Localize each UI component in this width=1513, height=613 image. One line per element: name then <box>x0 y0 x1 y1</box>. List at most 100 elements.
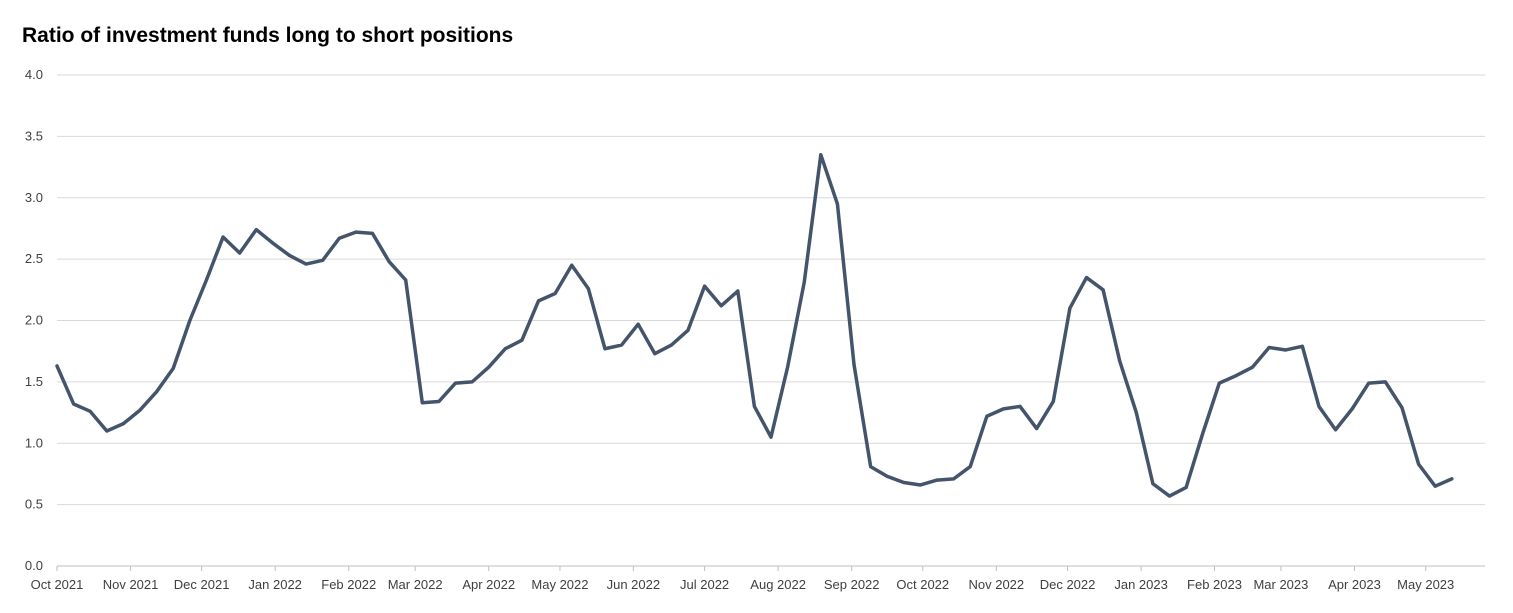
data-point <box>1184 485 1188 489</box>
y-tick-label: 0.0 <box>25 558 43 573</box>
x-tick-label: Dec 2021 <box>174 577 230 592</box>
data-point <box>1251 365 1255 369</box>
x-tick-label: Oct 2021 <box>31 577 84 592</box>
series-layer <box>55 153 1454 498</box>
y-tick-label: 2.0 <box>25 313 43 328</box>
data-point <box>354 230 358 234</box>
data-point <box>835 202 839 206</box>
data-point <box>968 465 972 469</box>
x-tick-label: Aug 2022 <box>750 577 806 592</box>
data-point <box>1317 404 1321 408</box>
data-point <box>1284 348 1288 352</box>
data-point <box>1018 404 1022 408</box>
data-point <box>420 401 424 405</box>
x-tick-label: Feb 2023 <box>1187 577 1242 592</box>
data-point <box>437 400 441 404</box>
data-point <box>470 380 474 384</box>
series-line <box>55 153 1454 498</box>
x-tick-label: May 2022 <box>531 577 588 592</box>
data-point <box>1084 276 1088 280</box>
data-point <box>719 304 723 308</box>
data-point <box>404 278 408 282</box>
data-point <box>1217 381 1221 385</box>
data-point <box>204 278 208 282</box>
x-tick-label: Sep 2022 <box>824 577 880 592</box>
data-point <box>72 402 76 406</box>
x-tick-label: May 2023 <box>1397 577 1454 592</box>
y-tick-label: 2.5 <box>25 251 43 266</box>
x-tick-label: Apr 2023 <box>1328 577 1381 592</box>
data-point <box>1151 482 1155 486</box>
data-point <box>1417 462 1421 466</box>
data-point <box>819 153 823 157</box>
data-point <box>1101 288 1105 292</box>
x-tick-label: Apr 2022 <box>462 577 515 592</box>
data-point <box>1300 344 1304 348</box>
data-point <box>935 478 939 482</box>
x-tick-label: Mar 2023 <box>1253 577 1308 592</box>
data-point <box>1350 407 1354 411</box>
data-point <box>287 253 291 257</box>
data-point <box>105 429 109 433</box>
data-point <box>586 287 590 291</box>
data-point <box>487 365 491 369</box>
data-point <box>603 347 607 351</box>
data-point <box>918 483 922 487</box>
y-tick-label: 3.0 <box>25 190 43 205</box>
data-point <box>553 291 557 295</box>
gridlines <box>57 74 1485 506</box>
data-point <box>321 258 325 262</box>
data-point <box>1450 477 1454 481</box>
data-point <box>1068 306 1072 310</box>
x-tick-label: Nov 2021 <box>103 577 159 592</box>
data-point <box>686 328 690 332</box>
y-axis-tick-labels: 0.0 0.5 1.0 1.5 2.0 2.5 3.0 3.5 4.0 <box>25 67 43 573</box>
y-tick-label: 3.5 <box>25 128 43 143</box>
data-point <box>802 280 806 284</box>
x-tick-label: Jun 2022 <box>607 577 661 592</box>
data-point <box>370 231 374 235</box>
data-point <box>1383 380 1387 384</box>
data-point <box>985 414 989 418</box>
data-point <box>537 299 541 303</box>
data-point <box>188 319 192 322</box>
data-point <box>454 381 458 385</box>
data-point <box>570 263 574 267</box>
data-point <box>1001 407 1005 411</box>
x-tick-label: Oct 2022 <box>896 577 949 592</box>
data-point <box>769 435 773 439</box>
data-point <box>1334 428 1338 432</box>
data-point <box>736 289 740 293</box>
x-tick-label: Mar 2022 <box>388 577 443 592</box>
data-point <box>520 338 524 342</box>
data-point <box>1433 484 1437 488</box>
data-point <box>786 365 790 369</box>
data-point <box>1400 406 1404 410</box>
data-point <box>337 236 341 240</box>
data-point <box>88 409 92 413</box>
data-point <box>138 408 142 412</box>
data-point <box>752 404 756 408</box>
data-point <box>503 347 507 351</box>
data-point <box>121 422 125 426</box>
data-point <box>55 364 59 368</box>
data-point <box>1118 359 1122 363</box>
x-axis <box>56 565 1485 571</box>
x-tick-label: Feb 2022 <box>321 577 376 592</box>
data-point <box>653 352 657 356</box>
data-point <box>869 465 873 469</box>
y-tick-label: 1.5 <box>25 374 43 389</box>
data-point <box>1367 381 1371 385</box>
chart-title: Ratio of investment funds long to short … <box>22 24 514 47</box>
data-point <box>1051 400 1055 404</box>
y-tick-label: 0.5 <box>25 497 43 512</box>
data-point <box>1134 411 1138 415</box>
data-point <box>238 251 242 255</box>
data-point <box>1267 346 1271 350</box>
x-axis-tick-labels: Oct 2021 Nov 2021 Dec 2021 Jan 2022 Feb 2022… <box>31 577 1455 592</box>
data-point <box>852 363 856 367</box>
data-point <box>1201 431 1205 435</box>
data-point <box>1035 427 1039 431</box>
x-tick-label: Dec 2022 <box>1040 577 1096 592</box>
